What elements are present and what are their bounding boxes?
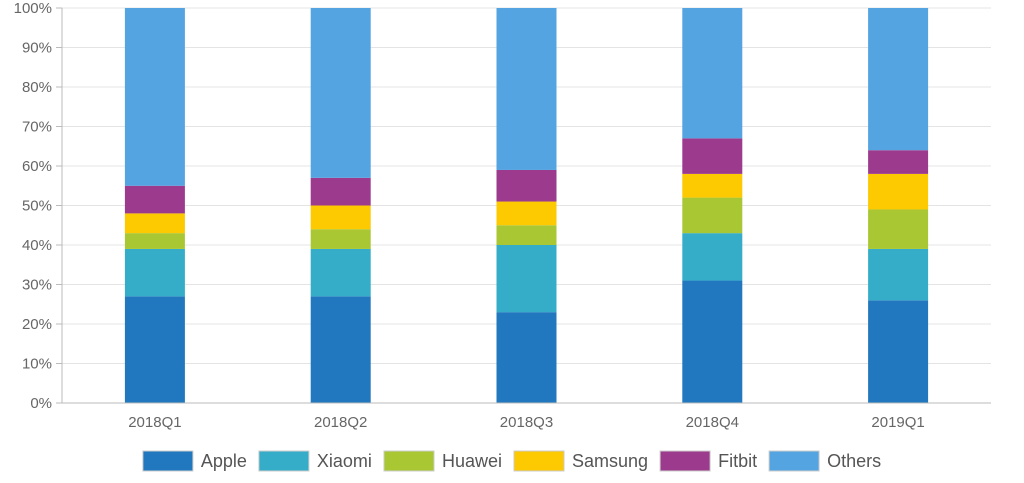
x-tick-label: 2018Q3	[500, 414, 553, 431]
bar-segment-apple	[310, 296, 371, 403]
legend-swatch	[383, 450, 435, 472]
legend-label: Xiaomi	[317, 451, 372, 471]
y-tick-label: 40%	[22, 237, 52, 254]
legend-label: Fitbit	[718, 451, 757, 471]
legend: Apple Xiaomi Huawei Samsung Fitbit Others	[142, 450, 881, 472]
y-tick-label: 20%	[22, 316, 52, 333]
bar-segment-apple	[124, 296, 185, 403]
legend-item-apple: Apple	[142, 450, 247, 472]
bar-segment-samsung	[682, 173, 743, 198]
bar-segment-apple	[682, 280, 743, 403]
bar-segment-others	[682, 8, 743, 139]
y-tick-label: 70%	[22, 119, 52, 136]
x-tick-label: 2018Q4	[686, 414, 739, 431]
x-tick-label: 2019Q1	[871, 414, 924, 431]
y-tick-label: 60%	[22, 158, 52, 175]
bar-segment-huawei	[496, 225, 557, 245]
axes: 0% 10% 20% 30% 40% 50% 60% 70% 80% 90% 100% 2018Q1 2…	[14, 0, 991, 431]
bar-segment-others	[868, 8, 929, 151]
x-tick-label: 2018Q2	[314, 414, 367, 431]
legend-label: Apple	[201, 451, 247, 471]
y-tick-label: 30%	[22, 277, 52, 294]
bar-segment-samsung	[496, 201, 557, 226]
legend-swatch	[513, 450, 565, 472]
bar-segment-samsung	[310, 205, 371, 230]
legend-swatch	[768, 450, 820, 472]
bar-segment-apple	[496, 312, 557, 403]
x-tick-label: 2018Q1	[128, 414, 181, 431]
bar-segment-fitbit	[682, 138, 743, 174]
y-tick-label: 90%	[22, 40, 52, 57]
bar-segment-fitbit	[496, 169, 557, 202]
bar-segment-xiaomi	[124, 248, 185, 297]
legend-item-fitbit: Fitbit	[659, 450, 757, 472]
bar-segment-apple	[868, 300, 929, 403]
bar-segment-fitbit	[868, 150, 929, 174]
legend-label: Others	[827, 451, 881, 471]
legend-swatch	[142, 450, 194, 472]
bars	[124, 8, 929, 403]
bar-segment-others	[496, 8, 557, 170]
y-tick-label: 50%	[22, 198, 52, 215]
legend-label: Huawei	[442, 451, 502, 471]
bar-segment-huawei	[310, 229, 371, 249]
bar-segment-xiaomi	[496, 245, 557, 313]
legend-item-xiaomi: Xiaomi	[258, 450, 372, 472]
legend-item-others: Others	[768, 450, 881, 472]
bar-segment-huawei	[124, 233, 185, 249]
legend-item-samsung: Samsung	[513, 450, 648, 472]
bar-segment-huawei	[682, 197, 743, 234]
bar-segment-samsung	[868, 173, 929, 210]
bar-segment-fitbit	[310, 177, 371, 206]
y-tick-label: 80%	[22, 79, 52, 96]
bar-segment-huawei	[868, 209, 929, 249]
legend-item-huawei: Huawei	[383, 450, 502, 472]
bar-segment-xiaomi	[310, 248, 371, 297]
legend-swatch	[258, 450, 310, 472]
legend-label: Samsung	[572, 451, 648, 471]
bar-segment-xiaomi	[868, 248, 929, 301]
bar-segment-others	[310, 8, 371, 178]
y-tick-label: 0%	[30, 395, 52, 412]
bar-segment-samsung	[124, 213, 185, 234]
bar-segment-xiaomi	[682, 233, 743, 281]
legend-swatch	[659, 450, 711, 472]
bar-segment-fitbit	[124, 185, 185, 214]
bar-segment-others	[124, 8, 185, 186]
y-tick-label: 10%	[22, 356, 52, 373]
y-tick-label: 100%	[14, 0, 52, 17]
